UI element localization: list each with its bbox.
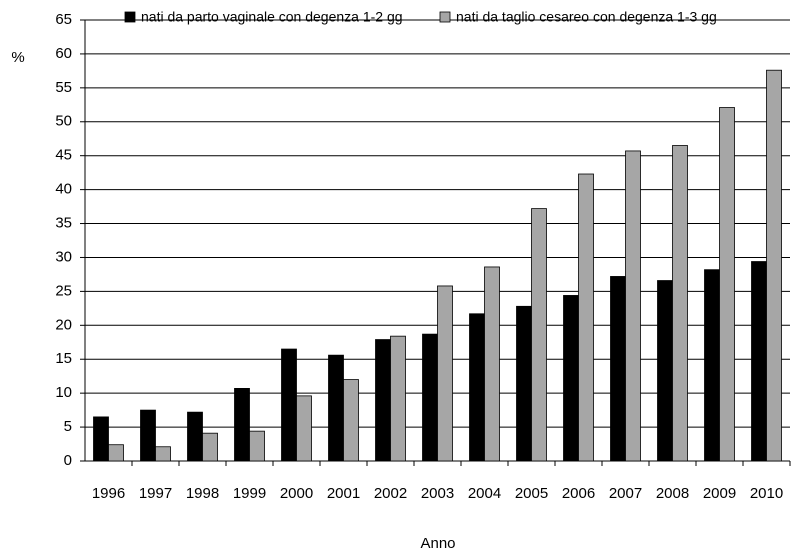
bar: [610, 276, 626, 462]
bar: [704, 269, 720, 462]
bar: [202, 432, 218, 462]
bar: [751, 261, 767, 462]
bar: [140, 409, 156, 462]
bar: [422, 333, 438, 462]
y-tick-label: 45: [55, 147, 72, 164]
bar: [437, 285, 453, 462]
x-tick-label: 2000: [280, 485, 313, 502]
bar: [343, 379, 359, 462]
bar: [234, 388, 250, 462]
bar: [578, 173, 594, 462]
y-tick-label: 20: [55, 316, 72, 333]
legend-label: nati da parto vaginale con degenza 1-2 g…: [141, 9, 403, 25]
y-tick-label: 25: [55, 282, 72, 299]
x-tick-label: 2005: [515, 485, 548, 502]
x-axis-label: Anno: [420, 535, 455, 552]
x-tick-label: 2004: [468, 485, 501, 502]
bar: [249, 430, 265, 462]
x-tick-label: 1996: [92, 485, 125, 502]
y-tick-label: 15: [55, 350, 72, 367]
x-tick-label: 2003: [421, 485, 454, 502]
x-tick-label: 2010: [750, 485, 783, 502]
bar: [328, 354, 344, 462]
bar: [484, 266, 500, 462]
bar: [187, 411, 203, 462]
bar: [155, 446, 171, 462]
x-tick-label: 2007: [609, 485, 642, 502]
y-tick-label: 65: [55, 11, 72, 28]
bar: [625, 150, 641, 462]
bar: [108, 444, 124, 462]
bar: [719, 107, 735, 462]
x-tick-label: 2008: [656, 485, 689, 502]
x-tick-label: 2009: [703, 485, 736, 502]
y-tick-label: 60: [55, 45, 72, 62]
x-tick-label: 2006: [562, 485, 595, 502]
y-axis-label: %: [11, 49, 24, 66]
y-tick-label: 40: [55, 181, 72, 198]
bar: [531, 208, 547, 462]
x-tick-label: 1997: [139, 485, 172, 502]
legend-label: nati da taglio cesareo con degenza 1-3 g…: [456, 9, 717, 25]
y-tick-label: 50: [55, 113, 72, 130]
bar: [766, 69, 782, 462]
legend-swatch: [439, 11, 451, 23]
bar: [516, 305, 532, 462]
bar: [281, 348, 297, 462]
x-tick-label: 2001: [327, 485, 360, 502]
y-tick-label: 35: [55, 215, 72, 232]
y-tick-label: 55: [55, 79, 72, 96]
bar: [469, 313, 485, 462]
x-tick-label: 1999: [233, 485, 266, 502]
bar: [375, 339, 391, 462]
bar: [657, 280, 673, 462]
x-tick-label: 1998: [186, 485, 219, 502]
y-tick-label: 5: [64, 418, 72, 435]
bar: [93, 416, 109, 462]
bar: [563, 295, 579, 462]
y-tick-label: 10: [55, 384, 72, 401]
bar: [672, 145, 688, 462]
y-tick-label: 30: [55, 248, 72, 265]
legend-swatch: [124, 11, 136, 23]
x-tick-label: 2002: [374, 485, 407, 502]
bar: [296, 395, 312, 462]
bar: [390, 335, 406, 462]
y-tick-label: 0: [64, 452, 72, 469]
